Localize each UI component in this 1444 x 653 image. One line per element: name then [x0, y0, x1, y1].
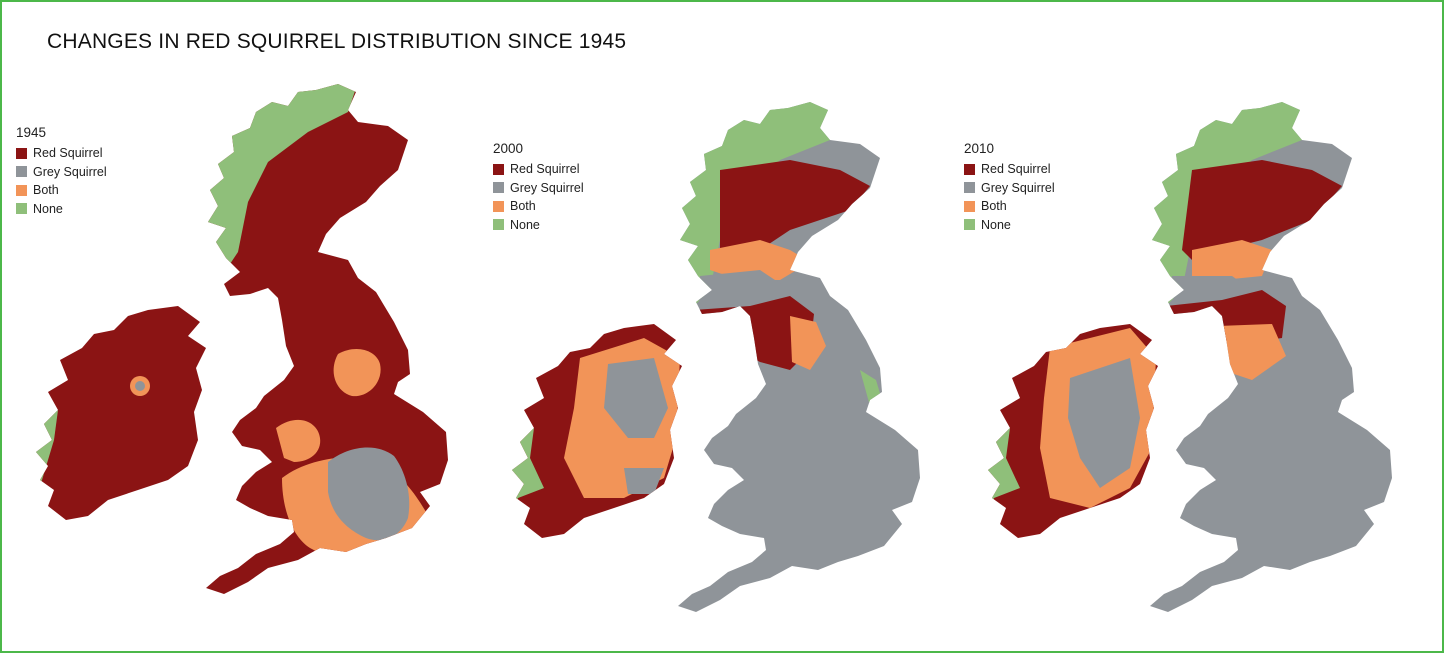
legend-label: None: [981, 217, 1011, 232]
both-zone: [1192, 240, 1272, 280]
both-zone: [333, 349, 381, 397]
legend-label: Both: [33, 183, 59, 198]
swatch-both: [964, 200, 975, 212]
swatch-red: [493, 163, 504, 175]
grey-zone: [135, 381, 145, 391]
ireland-1945: [36, 306, 206, 520]
both-zone: [1218, 324, 1286, 380]
none-zone: [1150, 102, 1312, 320]
both-zone: [276, 419, 321, 462]
legend-year: 1945: [16, 125, 47, 140]
red-zone: [1182, 160, 1342, 270]
map-1945: [206, 84, 448, 594]
legend-label: Grey Squirrel: [981, 180, 1055, 195]
legend-label: Red Squirrel: [33, 146, 103, 161]
legend-2000: 2000 Red Squirrel Grey Squirrel Both Non…: [493, 141, 584, 234]
swatch-red: [964, 163, 975, 175]
swatch-red: [16, 147, 27, 159]
swatch-both: [493, 200, 504, 212]
legend-label: Grey Squirrel: [33, 164, 107, 179]
legend-year: 2000: [493, 141, 524, 156]
legend-1945: 1945 Red Squirrel Grey Squirrel Both Non…: [16, 125, 107, 218]
grey-zone: [698, 270, 790, 310]
swatch-both: [16, 184, 27, 196]
grey-zone: [604, 358, 668, 438]
ireland-2000: [512, 324, 682, 538]
legend-2010: 2010 Red Squirrel Grey Squirrel Both Non…: [964, 141, 1055, 234]
swatch-grey: [493, 182, 504, 194]
ireland-2010: [988, 324, 1158, 538]
legend-label: Red Squirrel: [510, 162, 580, 177]
legend-label: Red Squirrel: [981, 162, 1051, 177]
legend-label: None: [33, 201, 63, 216]
legend-label: Both: [981, 199, 1007, 214]
swatch-none: [964, 219, 975, 231]
swatch-none: [493, 219, 504, 231]
swatch-grey: [964, 182, 975, 194]
none-zone: [206, 84, 358, 292]
grey-zone: [328, 447, 410, 541]
legend-year: 2010: [964, 141, 995, 156]
grey-zone: [1068, 358, 1140, 488]
figure-title: CHANGES IN RED SQUIRREL DISTRIBUTION SIN…: [47, 30, 627, 53]
legend-label: None: [510, 217, 540, 232]
swatch-grey: [16, 166, 27, 178]
both-zone: [790, 316, 826, 370]
map-2000: [678, 102, 920, 612]
both-zone: [710, 240, 810, 280]
legend-label: Both: [510, 199, 536, 214]
swatch-none: [16, 203, 27, 215]
grey-zone: [624, 468, 664, 494]
map-2010: [1150, 102, 1392, 612]
legend-label: Grey Squirrel: [510, 180, 584, 195]
